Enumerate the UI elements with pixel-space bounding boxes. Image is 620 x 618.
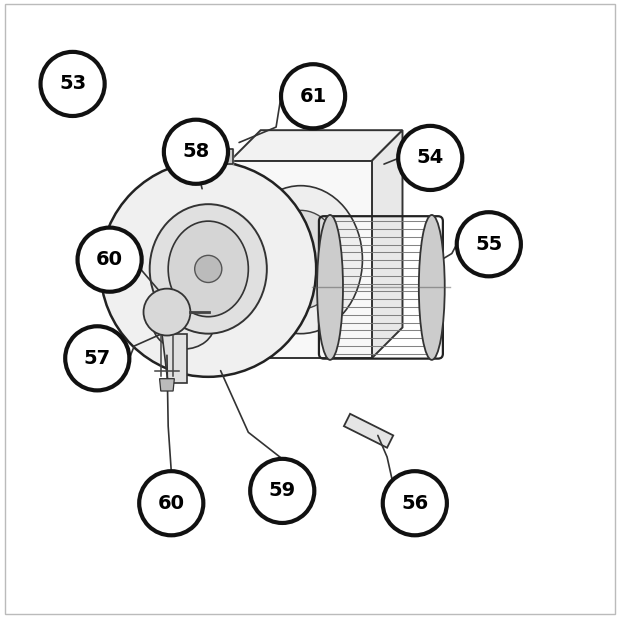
Circle shape	[398, 126, 463, 190]
Circle shape	[78, 227, 141, 292]
Circle shape	[40, 52, 105, 116]
Text: 54: 54	[417, 148, 444, 167]
Polygon shape	[159, 379, 174, 391]
Ellipse shape	[419, 215, 445, 360]
Text: 59: 59	[268, 481, 296, 501]
Circle shape	[457, 212, 521, 276]
Ellipse shape	[168, 221, 249, 316]
Text: 61: 61	[299, 87, 327, 106]
Circle shape	[383, 471, 447, 535]
Ellipse shape	[239, 185, 363, 334]
Circle shape	[281, 64, 345, 129]
Circle shape	[65, 326, 130, 391]
Circle shape	[143, 289, 190, 336]
Text: 58: 58	[182, 142, 210, 161]
Ellipse shape	[317, 215, 343, 360]
Text: 57: 57	[84, 349, 111, 368]
Circle shape	[164, 120, 228, 184]
Ellipse shape	[149, 204, 267, 334]
Text: 53: 53	[59, 74, 86, 93]
Circle shape	[100, 161, 316, 377]
Ellipse shape	[260, 210, 341, 309]
Circle shape	[250, 459, 314, 523]
Circle shape	[140, 471, 203, 535]
Text: 60: 60	[157, 494, 185, 513]
Polygon shape	[344, 414, 393, 447]
Ellipse shape	[153, 300, 215, 349]
Polygon shape	[162, 334, 187, 383]
Text: 55: 55	[475, 235, 502, 254]
Polygon shape	[230, 161, 371, 358]
Text: 60: 60	[96, 250, 123, 269]
Text: 56: 56	[401, 494, 428, 513]
Polygon shape	[227, 149, 233, 164]
Polygon shape	[230, 130, 402, 161]
Polygon shape	[371, 130, 402, 358]
Circle shape	[195, 255, 222, 282]
